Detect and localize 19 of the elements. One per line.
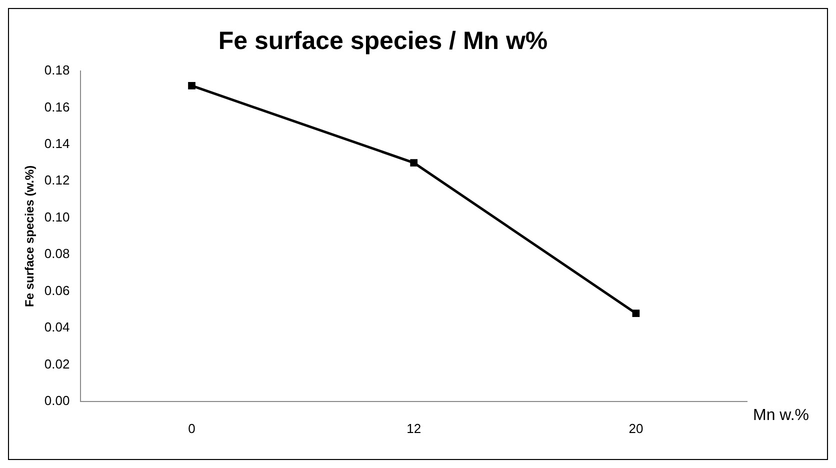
x-tick-label: 20 bbox=[628, 420, 644, 436]
point bbox=[632, 310, 640, 317]
x-axis-title: Mn w.% bbox=[753, 406, 810, 424]
y-tick-label: 0.18 bbox=[44, 62, 70, 78]
x-tick-label: 0 bbox=[188, 420, 196, 436]
y-tick-label: 0.08 bbox=[44, 246, 70, 262]
y-tick-label: 0.02 bbox=[44, 356, 70, 372]
y-tick-label: 0.12 bbox=[44, 172, 70, 188]
y-tick-label: 0.14 bbox=[44, 136, 70, 151]
y-tick-label: 0.00 bbox=[44, 392, 70, 408]
y-axis-title: Fe surface species (w.%) bbox=[22, 165, 37, 308]
y-tick-label: 0.16 bbox=[44, 99, 70, 114]
point bbox=[188, 82, 196, 90]
point bbox=[410, 159, 418, 166]
y-tick-label: 0.06 bbox=[44, 282, 70, 298]
y-tick-label: 0.04 bbox=[44, 320, 70, 335]
x-tick-label: 12 bbox=[406, 420, 422, 436]
chart-title: Fe surface species / Mn w% bbox=[218, 26, 548, 55]
y-tick-label: 0.10 bbox=[44, 209, 70, 224]
